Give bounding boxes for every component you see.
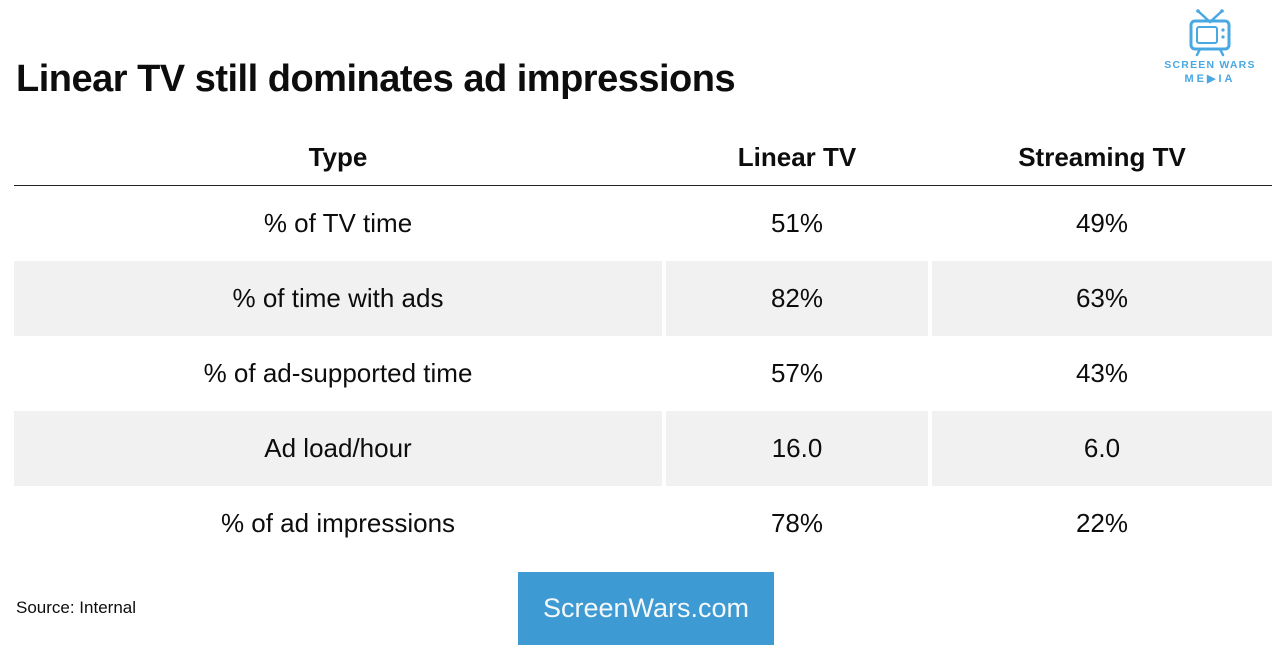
streaming-tv-value: 43% bbox=[1075, 358, 1129, 388]
row-label: % of time with ads bbox=[14, 261, 662, 336]
page-title: Linear TV still dominates ad impressions bbox=[16, 58, 736, 100]
row-label: % of ad-supported time bbox=[203, 358, 473, 388]
streaming-tv-value: 22% bbox=[1075, 508, 1129, 538]
column-header-streaming-tv: Streaming TV bbox=[1018, 142, 1186, 172]
linear-tv-value: 78% bbox=[770, 508, 824, 538]
row-label: % of TV time bbox=[263, 208, 413, 238]
data-table: Type Linear TV Streaming TV % of TV time… bbox=[14, 130, 1272, 561]
streaming-tv-value: 6.0 bbox=[932, 411, 1272, 486]
logo-name: SCREEN WARS bbox=[1164, 59, 1256, 71]
column-header-type: Type bbox=[308, 142, 368, 172]
linear-tv-value: 51% bbox=[770, 208, 824, 238]
screenwars-link[interactable]: ScreenWars.com bbox=[518, 572, 774, 645]
table-row: % of time with ads 82% 63% bbox=[14, 261, 1272, 336]
screen-wars-logo: SCREEN WARS ME▶IA bbox=[1162, 8, 1258, 85]
table-row: % of ad impressions 78% 22% bbox=[14, 486, 1272, 561]
header-divider bbox=[14, 185, 1272, 186]
table-row: % of ad-supported time 57% 43% bbox=[14, 336, 1272, 411]
linear-tv-value: 16.0 bbox=[666, 411, 928, 486]
logo-subtitle: ME▶IA bbox=[1184, 73, 1236, 85]
tv-icon bbox=[1162, 8, 1258, 58]
row-label: % of ad impressions bbox=[220, 508, 456, 538]
table-header-row: Type Linear TV Streaming TV bbox=[14, 130, 1272, 185]
column-header-linear-tv: Linear TV bbox=[737, 142, 857, 172]
streaming-tv-value: 49% bbox=[1075, 208, 1129, 238]
streaming-tv-value: 63% bbox=[932, 261, 1272, 336]
linear-tv-value: 82% bbox=[666, 261, 928, 336]
linear-tv-value: 57% bbox=[770, 358, 824, 388]
table-row: % of TV time 51% 49% bbox=[14, 186, 1272, 261]
source-label: Source: Internal bbox=[16, 598, 137, 617]
table-row: Ad load/hour 16.0 6.0 bbox=[14, 411, 1272, 486]
row-label: Ad load/hour bbox=[14, 411, 662, 486]
